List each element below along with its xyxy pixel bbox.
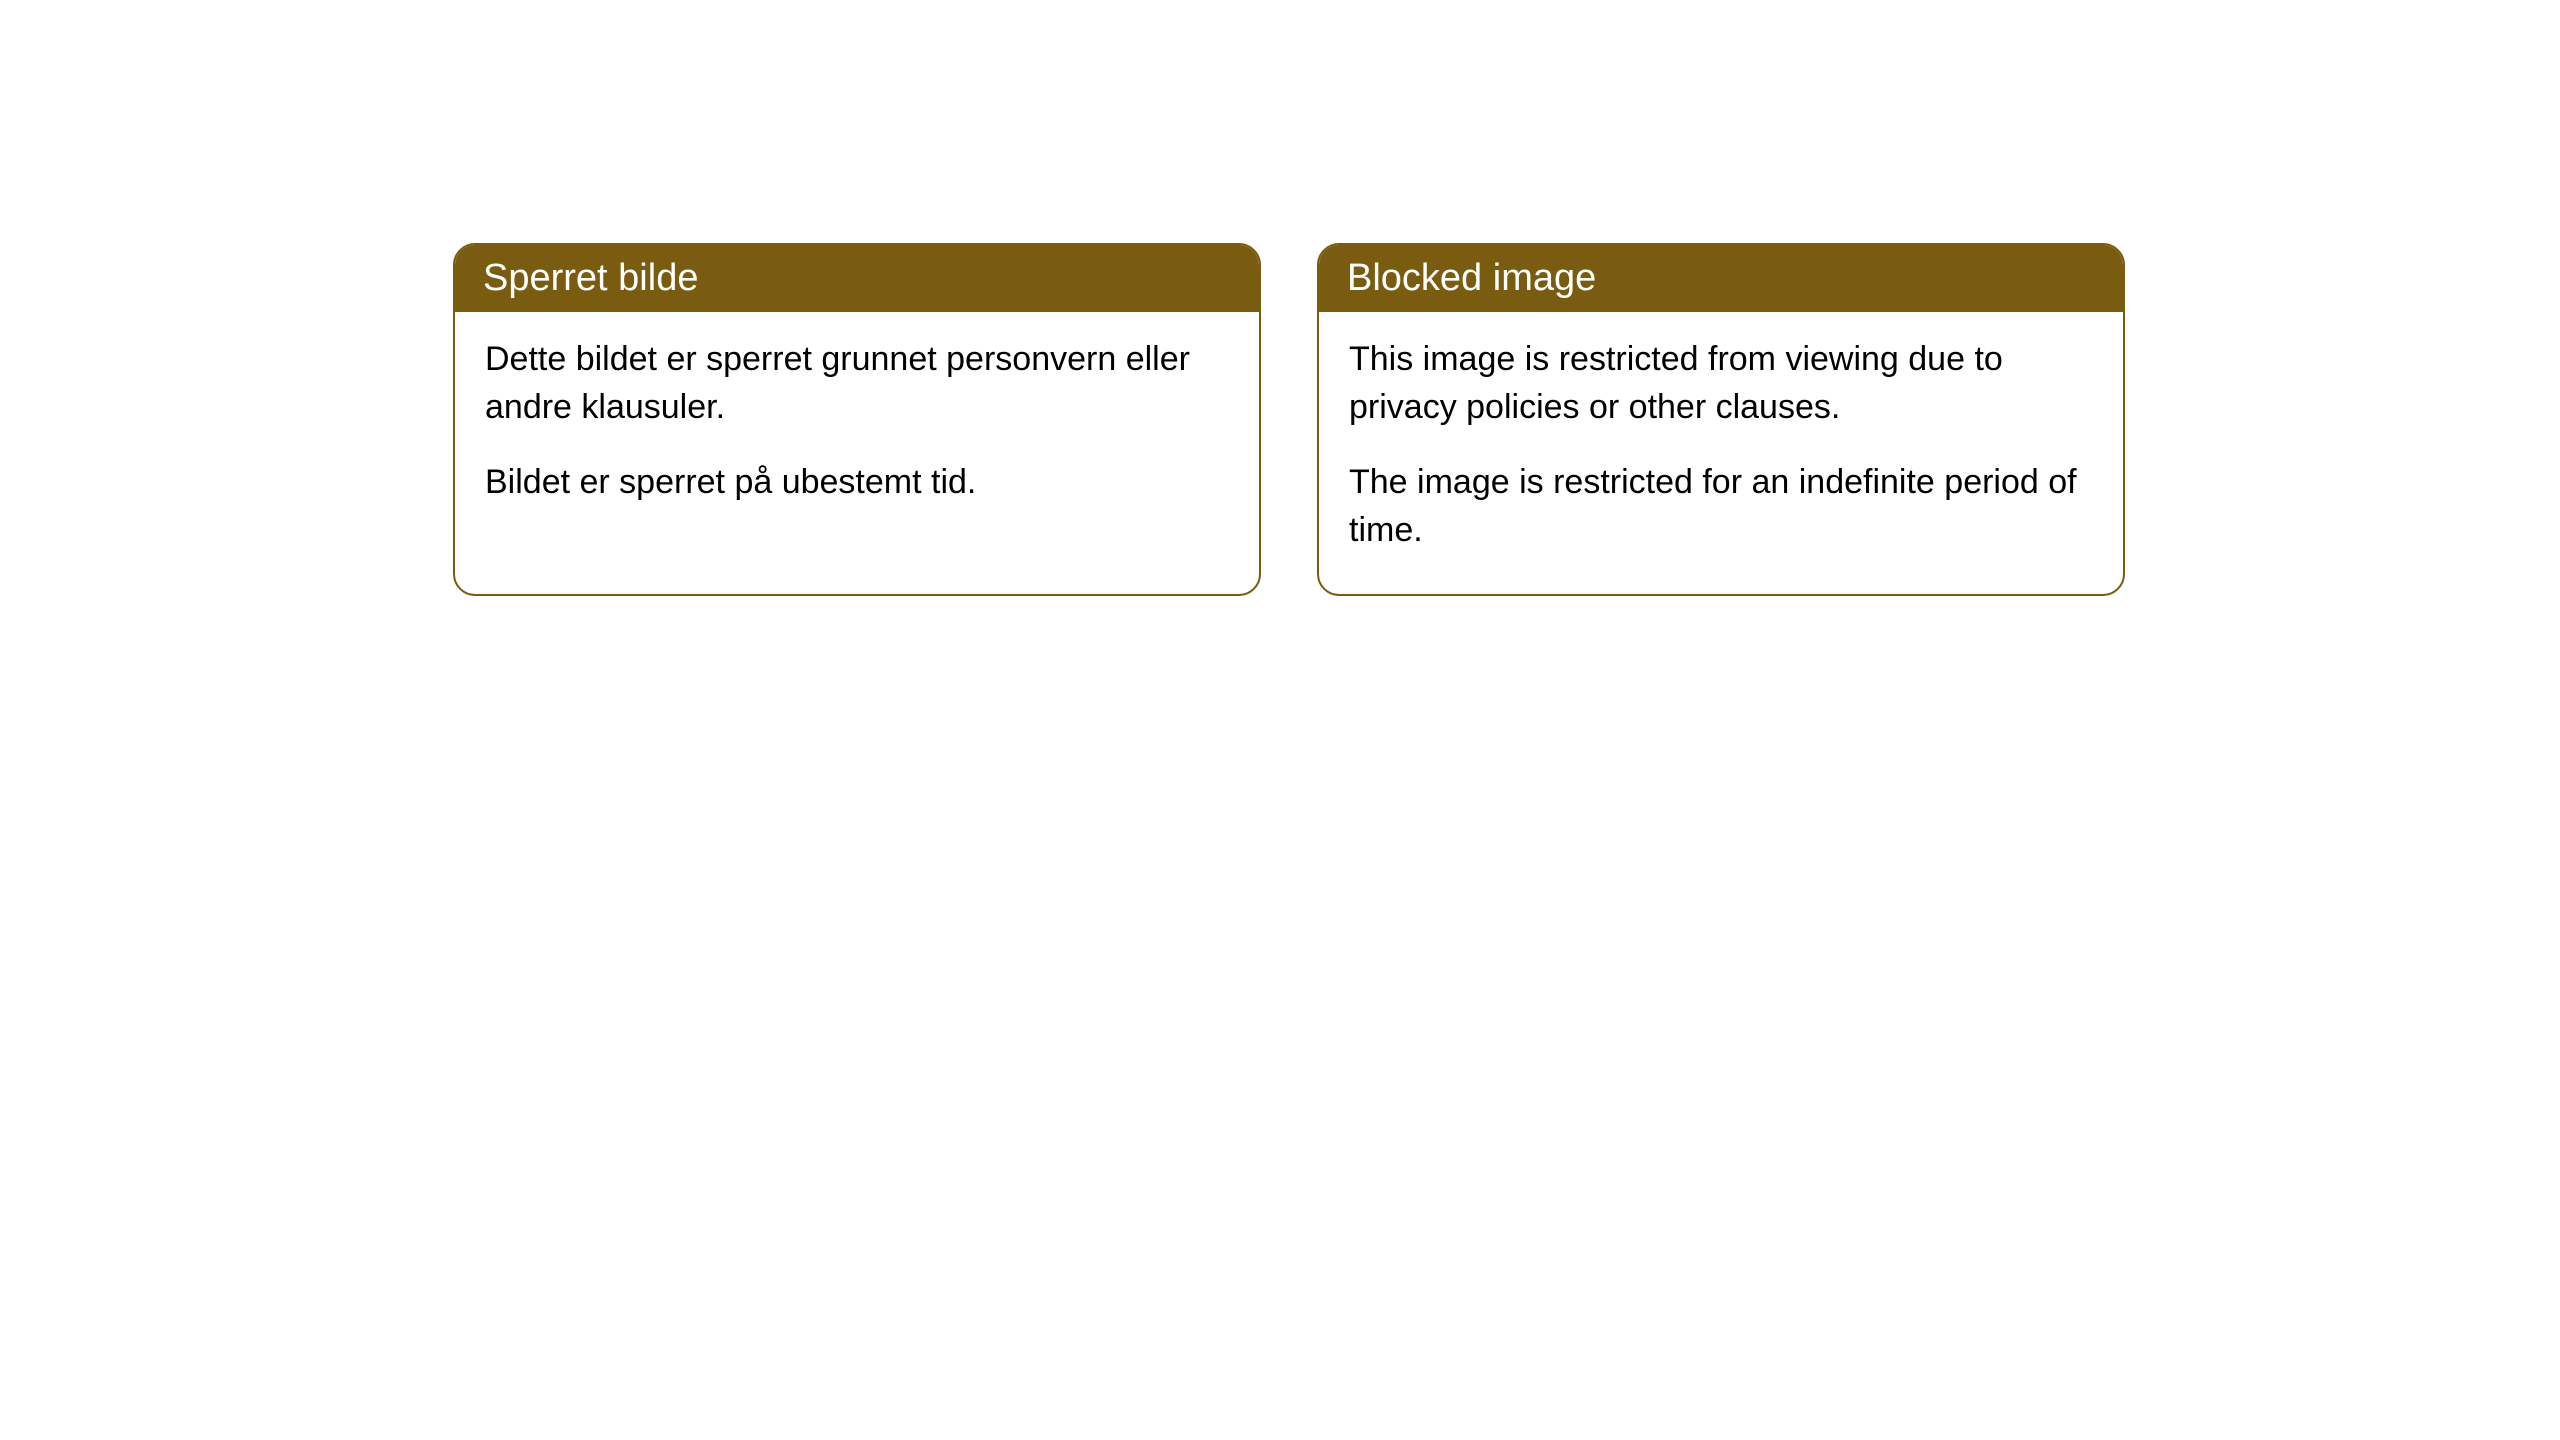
cards-container: Sperret bilde Dette bildet er sperret gr… [0,0,2560,596]
card-paragraph-1-norwegian: Dette bildet er sperret grunnet personve… [485,336,1229,431]
card-paragraph-2-norwegian: Bildet er sperret på ubestemt tid. [485,459,1229,507]
card-english: Blocked image This image is restricted f… [1317,243,2125,596]
card-header-norwegian: Sperret bilde [455,245,1259,312]
card-norwegian: Sperret bilde Dette bildet er sperret gr… [453,243,1261,596]
card-body-english: This image is restricted from viewing du… [1319,312,2123,594]
card-paragraph-2-english: The image is restricted for an indefinit… [1349,459,2093,554]
card-paragraph-1-english: This image is restricted from viewing du… [1349,336,2093,431]
card-title-english: Blocked image [1347,257,1596,299]
card-title-norwegian: Sperret bilde [483,257,698,299]
card-body-norwegian: Dette bildet er sperret grunnet personve… [455,312,1259,547]
card-header-english: Blocked image [1319,245,2123,312]
